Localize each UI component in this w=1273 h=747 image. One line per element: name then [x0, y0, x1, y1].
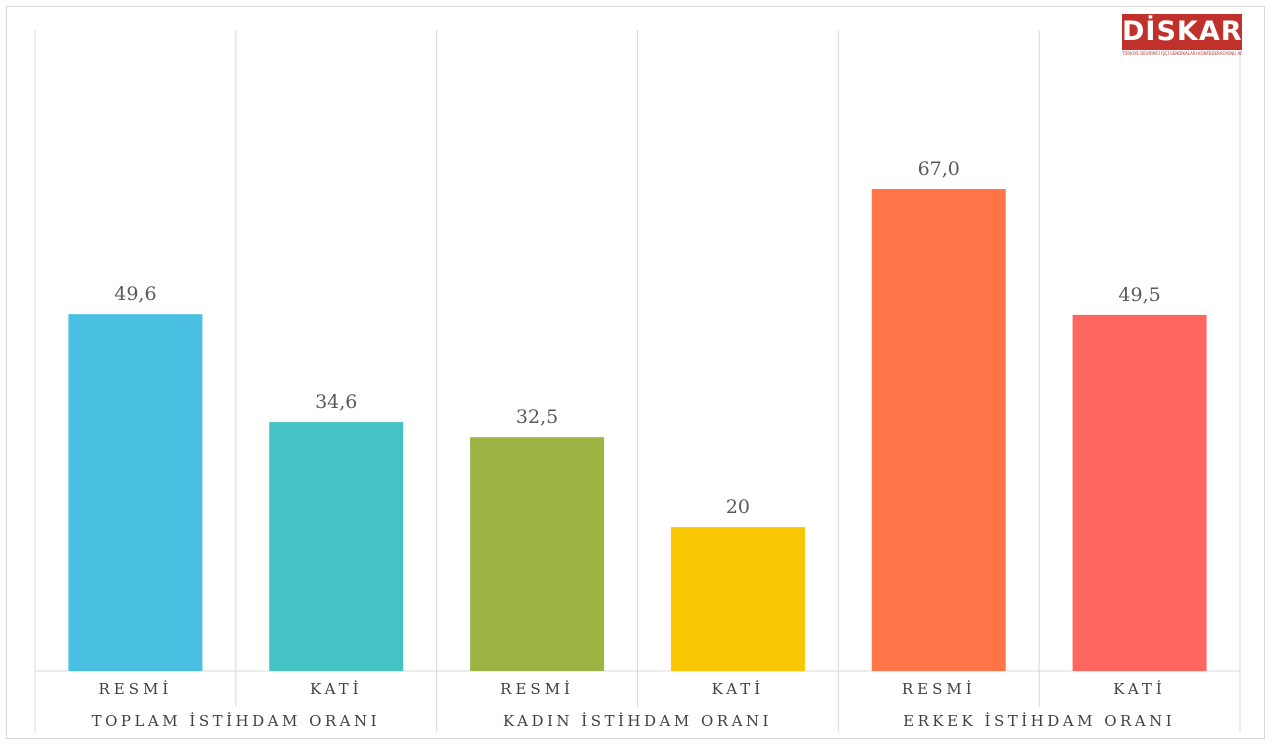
data-label-4: 20 — [726, 496, 750, 518]
category-label-4: KATİ — [712, 680, 765, 698]
group-label-2: KADIN İSTİHDAM ORANI — [503, 712, 772, 730]
logo-wordmark: DİSKAR — [1122, 14, 1242, 50]
category-label-5: RESMİ — [902, 680, 976, 698]
bar-6 — [1072, 314, 1207, 671]
bar-2 — [269, 422, 404, 671]
logo-tagline: TÜRKİYE DEVRİMCİ İŞÇİ SENDİKALARI KONFED… — [1122, 51, 1242, 56]
category-label-1: RESMİ — [99, 680, 173, 698]
data-label-1: 49,6 — [114, 283, 156, 305]
category-label-6: KATİ — [1113, 680, 1166, 698]
data-label-2: 34,6 — [315, 391, 357, 413]
group-label-1: TOPLAM İSTİHDAM ORANI — [92, 712, 381, 730]
data-label-3: 32,5 — [516, 406, 558, 428]
category-label-3: RESMİ — [500, 680, 574, 698]
bar-4 — [670, 527, 805, 671]
bar-5 — [871, 189, 1006, 671]
data-label-6: 49,5 — [1118, 284, 1160, 306]
chart-frame — [6, 6, 1265, 739]
category-label-2: KATİ — [310, 680, 363, 698]
data-label-5: 67,0 — [918, 158, 960, 180]
diskar-logo: DİSKAR TÜRKİYE DEVRİMCİ İŞÇİ SENDİKALARI… — [1122, 14, 1242, 58]
bar-3 — [470, 437, 605, 671]
group-label-3: ERKEK İSTİHDAM ORANI — [903, 712, 1175, 730]
bar-1 — [68, 314, 203, 671]
